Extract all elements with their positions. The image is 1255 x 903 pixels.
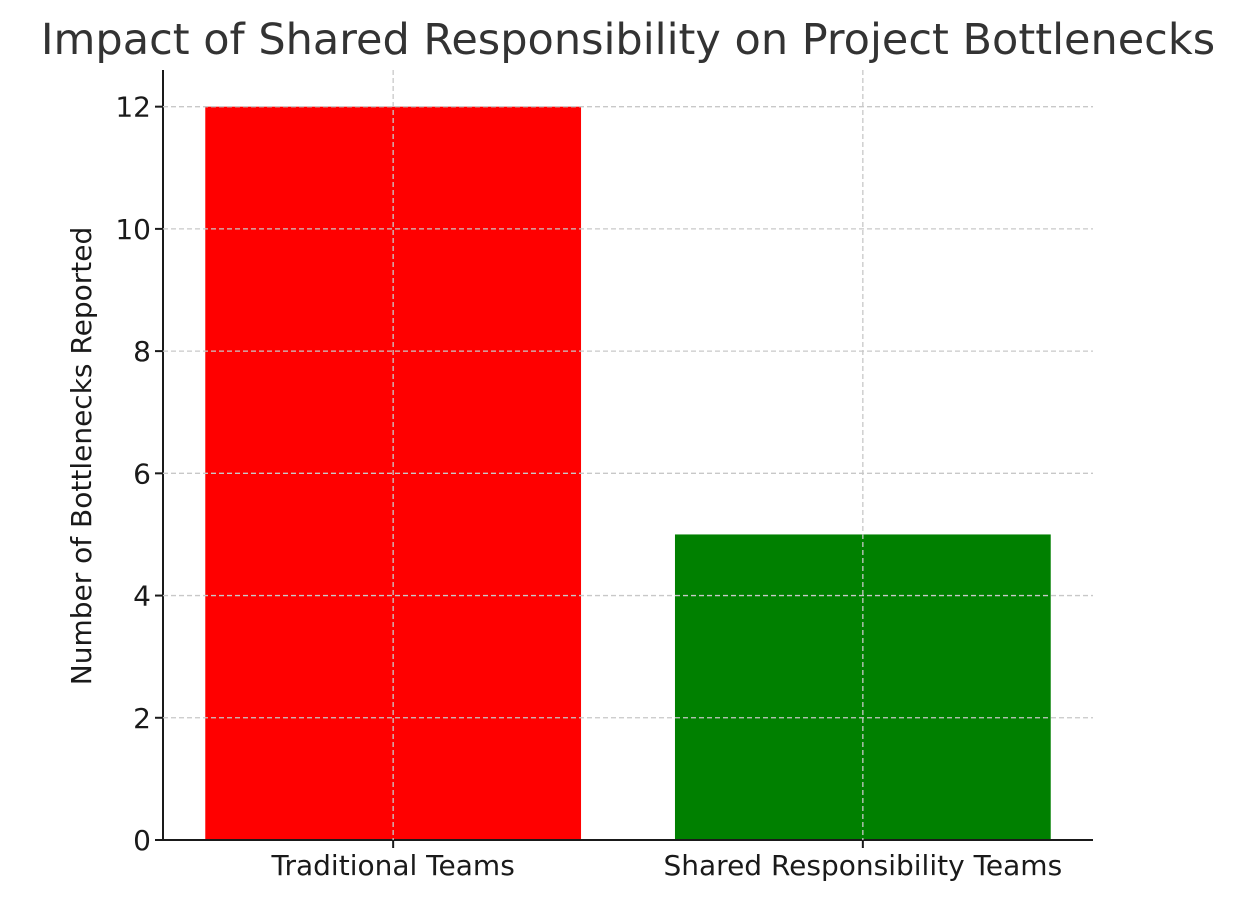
grid: [163, 70, 1093, 840]
chart-title: Impact of Shared Responsibility on Proje…: [41, 15, 1215, 65]
ticks: 0 2 4 6 8 10 12 Traditional Teams Shared Respons…: [115, 91, 1062, 882]
y-tick-label: 0: [133, 824, 151, 857]
y-tick-label: 6: [133, 457, 151, 490]
x-tick-label: Traditional Teams: [271, 849, 515, 882]
y-tick-label: 10: [115, 213, 151, 246]
y-tick-label: 4: [133, 580, 151, 613]
x-tick-label: Shared Responsibility Teams: [664, 849, 1063, 882]
y-axis-label: Number of Bottlenecks Reported: [65, 227, 98, 685]
y-tick-label: 8: [133, 335, 151, 368]
y-tick-label: 12: [115, 91, 151, 124]
y-tick-label: 2: [133, 702, 151, 735]
